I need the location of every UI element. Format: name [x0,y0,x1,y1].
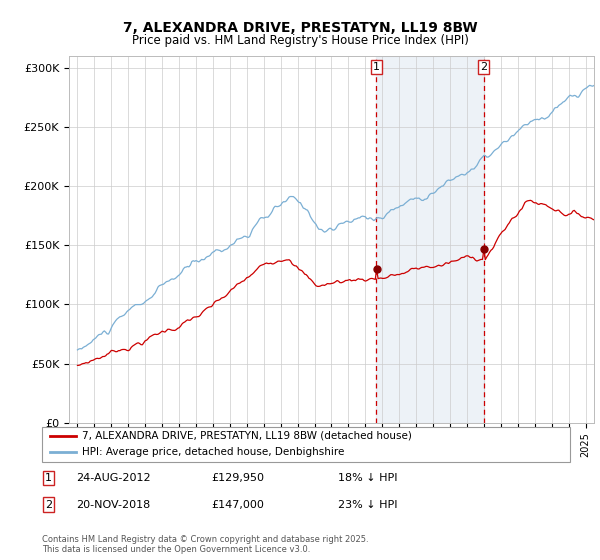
Text: 1: 1 [45,473,52,483]
Text: 2: 2 [481,62,487,72]
Text: 2: 2 [45,500,52,510]
Text: Price paid vs. HM Land Registry's House Price Index (HPI): Price paid vs. HM Land Registry's House … [131,34,469,46]
Text: 7, ALEXANDRA DRIVE, PRESTATYN, LL19 8BW: 7, ALEXANDRA DRIVE, PRESTATYN, LL19 8BW [122,21,478,35]
Text: 20-NOV-2018: 20-NOV-2018 [76,500,151,510]
FancyBboxPatch shape [42,427,570,462]
Text: 23% ↓ HPI: 23% ↓ HPI [338,500,397,510]
Text: 7, ALEXANDRA DRIVE, PRESTATYN, LL19 8BW (detached house): 7, ALEXANDRA DRIVE, PRESTATYN, LL19 8BW … [82,431,412,441]
Text: HPI: Average price, detached house, Denbighshire: HPI: Average price, detached house, Denb… [82,447,344,458]
Bar [376,56,484,423]
Text: Contains HM Land Registry data © Crown copyright and database right 2025.
This d: Contains HM Land Registry data © Crown c… [42,535,368,554]
Text: £129,950: £129,950 [211,473,264,483]
Text: 24-AUG-2012: 24-AUG-2012 [76,473,151,483]
Text: 18% ↓ HPI: 18% ↓ HPI [338,473,397,483]
Text: £147,000: £147,000 [211,500,264,510]
Text: 1: 1 [373,62,380,72]
